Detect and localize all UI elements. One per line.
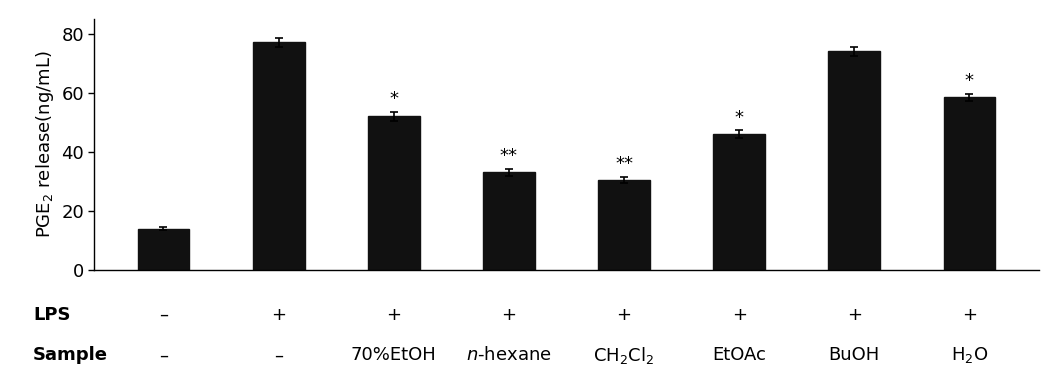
Text: +: + [386,306,402,324]
Bar [943,97,996,270]
Bar [829,51,880,270]
Text: +: + [617,306,631,324]
Text: +: + [847,306,862,324]
Bar [598,180,650,270]
Text: +: + [731,306,747,324]
Bar [368,116,420,270]
Bar [483,172,535,270]
Bar [253,42,304,270]
Text: –: – [274,346,283,364]
Text: $n$-hexane: $n$-hexane [466,346,552,364]
Text: **: ** [615,155,633,173]
Bar [137,229,190,270]
Text: H$_2$O: H$_2$O [950,345,988,365]
Text: +: + [501,306,516,324]
Text: EtOAc: EtOAc [712,346,766,364]
Text: CH$_2$Cl$_2$: CH$_2$Cl$_2$ [594,345,655,366]
Text: LPS: LPS [33,306,70,324]
Text: –: – [159,306,168,324]
Text: +: + [962,306,977,324]
Text: *: * [965,72,973,90]
Text: –: – [159,346,168,364]
Text: **: ** [500,147,518,165]
Text: *: * [734,109,744,127]
Text: *: * [389,90,399,108]
Bar [713,134,765,270]
Y-axis label: PGE$_2$ release(ng/mL): PGE$_2$ release(ng/mL) [34,51,56,238]
Text: Sample: Sample [33,346,108,364]
Text: 70%EtOH: 70%EtOH [350,346,436,364]
Text: BuOH: BuOH [829,346,880,364]
Text: +: + [271,306,286,324]
